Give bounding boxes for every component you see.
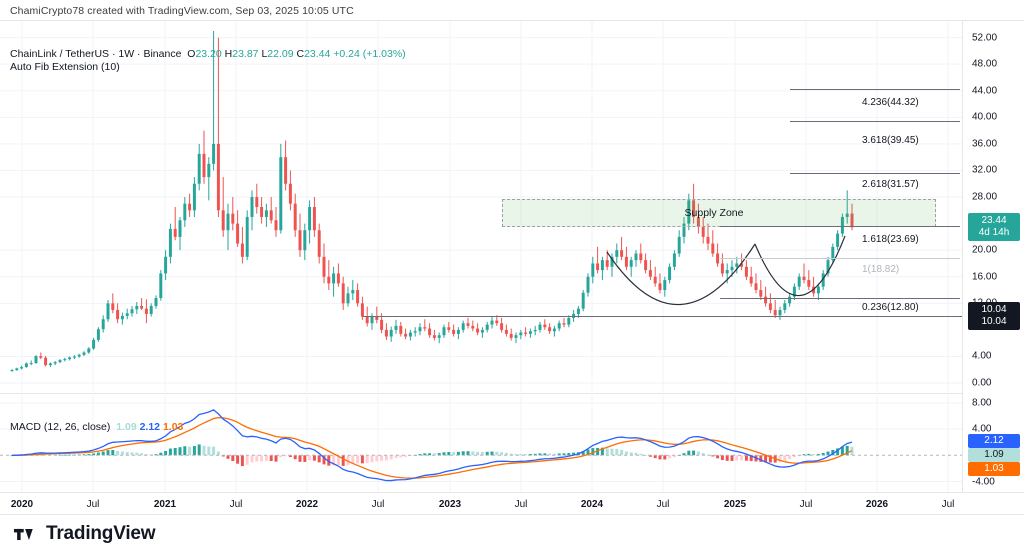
signal-value-tag[interactable]: 1.03: [968, 462, 1020, 477]
legend-open-label: O: [187, 48, 196, 60]
legend-exchange: Binance: [143, 48, 182, 60]
time-tick-2025: 2025: [723, 499, 747, 510]
pane-separator: [0, 393, 962, 394]
price-tick-40-00: 40.00: [972, 111, 998, 123]
price-tick-52-00: 52.00: [972, 32, 998, 44]
macd-axis[interactable]: 8.00 4.00 -4.00 2.12 1.09 1.03: [962, 395, 1024, 492]
attribution-text: ChamiCrypto78 created with TradingView.c…: [10, 5, 354, 17]
tradingview-logo[interactable]: TradingView: [14, 523, 156, 545]
price-candles: [0, 21, 962, 391]
legend-sep-1: ·: [109, 48, 119, 60]
chart-frame: Supply Zone 4.236(44.32) 3.618(39.45) 2.618…: [0, 20, 1024, 515]
macd-pane[interactable]: [0, 395, 962, 492]
time-tick-2026: 2026: [865, 499, 889, 510]
tradingview-logo-text: TradingView: [46, 523, 156, 544]
macd-tick-8neg00: 8.00: [972, 397, 992, 409]
axis-divider: [962, 21, 963, 492]
price-pane[interactable]: [0, 21, 962, 391]
legend-symbol: ChainLink / TetherUS: [10, 48, 110, 60]
macd-legend-title: MACD (12, 26, close): [10, 421, 111, 433]
macd-tick-neg4-00: -4.00: [972, 476, 995, 487]
fib-1618-line[interactable]: [720, 225, 960, 227]
fib-1-line[interactable]: [720, 258, 960, 259]
support-price-tag-primary: 10.04: [981, 304, 1007, 316]
legend-close-value: 23.44: [304, 48, 331, 60]
fib-2618-line[interactable]: [790, 173, 960, 175]
macd-plot: [0, 395, 962, 492]
tradingview-mark-icon: [14, 528, 33, 540]
fib-0236-label: 0.236(12.80): [862, 302, 919, 313]
time-tick-jul: Jul: [941, 499, 955, 510]
macd-legend-macd: 2.12: [139, 421, 161, 433]
time-tick-jul: Jul: [86, 499, 100, 510]
price-tick-16-00: 16.00: [972, 271, 998, 283]
supply-zone-label: Supply Zone: [684, 207, 744, 219]
legend-change: +0.24 (+1.03%): [333, 48, 406, 60]
time-tick-2024: 2024: [580, 499, 604, 510]
macd-legend[interactable]: MACD (12, 26, close) 1.09 2.12 1.03: [10, 421, 183, 433]
legend-interval: 1W: [118, 48, 135, 60]
current-price-tag-secondary: 4d 14h: [978, 227, 1010, 239]
macd-value-tag[interactable]: 2.12: [968, 434, 1020, 449]
fib-1618-label: 1.618(23.69): [862, 234, 919, 245]
macd-legend-signal: 1.03: [162, 421, 184, 433]
fib-2618-label: 2.618(31.57): [862, 179, 919, 190]
time-tick-jul: Jul: [229, 499, 243, 510]
time-tick-2020: 2020: [10, 499, 34, 510]
time-tick-jul: Jul: [799, 499, 813, 510]
macd-legend-hist: 1.09: [116, 421, 137, 433]
price-tick-28-00: 28.00: [972, 191, 998, 203]
legend-low-label: L: [261, 48, 268, 60]
support-price-tag[interactable]: 10.04 10.04: [968, 302, 1020, 331]
fib-3618-line[interactable]: [790, 120, 960, 122]
legend-sep-2: ·: [134, 48, 144, 60]
price-tick-20-00: 20.00: [972, 244, 998, 256]
fib-4236-label: 4.236(44.32): [862, 97, 919, 108]
indicator-legend-fib[interactable]: Auto Fib Extension (10): [10, 61, 120, 73]
fib-0236-line[interactable]: [720, 298, 960, 299]
price-tick-0-00: 0.00: [972, 377, 992, 389]
support-10-04[interactable]: [363, 316, 962, 318]
fib-4236-line[interactable]: [790, 88, 960, 90]
time-tick-jul: Jul: [371, 499, 385, 510]
current-price-tag[interactable]: 23.44 4d 14h: [968, 213, 1020, 242]
macd-tick-4neg00: 4.00: [972, 423, 992, 435]
supply-zone-box[interactable]: [502, 199, 936, 227]
price-tick-4-00: 4.00: [972, 350, 992, 362]
time-tick-jul: Jul: [656, 499, 670, 510]
chart-legend[interactable]: ChainLink / TetherUS · 1W · Binance O23.…: [10, 47, 406, 61]
price-tick-32-00: 32.00: [972, 164, 998, 176]
legend-open-value: 23.20: [195, 48, 222, 60]
time-tick-2021: 2021: [153, 499, 177, 510]
fib-3618-label: 3.618(39.45): [862, 135, 919, 146]
hist-value-tag[interactable]: 1.09: [968, 448, 1020, 463]
time-tick-jul: Jul: [514, 499, 528, 510]
time-axis[interactable]: 2020 Jul 2021 Jul 2022 Jul 2023 Jul 2024 Jul 2025 J…: [0, 492, 1024, 516]
support-price-tag-secondary: 10.04: [981, 316, 1007, 328]
legend-low-value: 22.09: [267, 48, 294, 60]
legend-high-label: H: [224, 48, 233, 60]
current-price-tag-primary: 23.44: [981, 215, 1007, 227]
legend-close-label: C: [296, 48, 305, 60]
legend-high-value: 23.87: [232, 48, 259, 60]
price-tick-48-00: 48.00: [972, 58, 998, 70]
time-tick-2023: 2023: [438, 499, 462, 510]
price-tick-36-00: 36.00: [972, 138, 998, 150]
time-tick-2022: 2022: [295, 499, 319, 510]
price-tick-44-00: 44.00: [972, 85, 998, 97]
fib-1-label: 1(18.82): [862, 264, 900, 275]
price-axis[interactable]: 52.00 48.00 44.00 40.00 36.00 32.00 28.00 20.00…: [962, 21, 1024, 391]
